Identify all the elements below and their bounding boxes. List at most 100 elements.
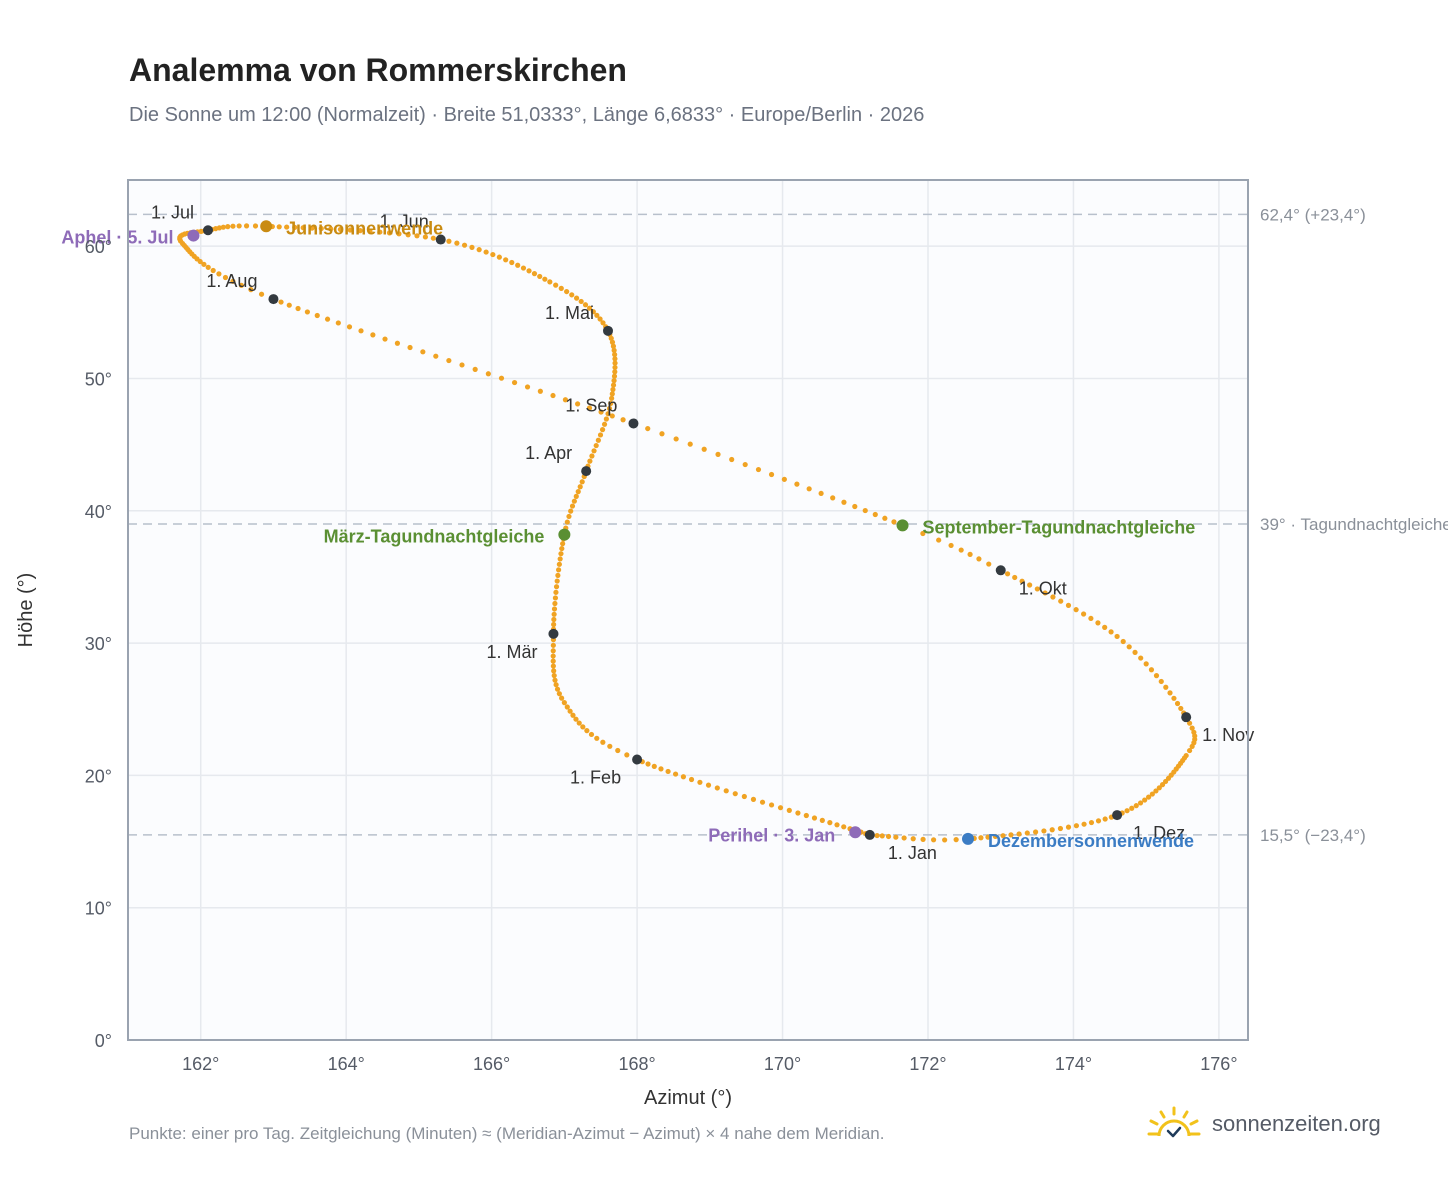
day-dot <box>554 686 561 692</box>
day-dot <box>901 835 907 841</box>
day-dot <box>976 556 982 562</box>
x-axis-label: Azimut (°) <box>644 1087 732 1109</box>
day-dot <box>609 391 615 397</box>
day-dot <box>575 489 581 495</box>
day-dot <box>603 416 609 422</box>
day-dot <box>547 279 553 285</box>
day-dot <box>550 648 556 654</box>
day-dot <box>551 672 557 679</box>
day-dot <box>1095 620 1101 626</box>
y-tick-label: 20° <box>85 766 112 786</box>
day-dot <box>608 400 614 406</box>
day-dot <box>551 616 557 623</box>
day-dot <box>1049 827 1055 833</box>
day-dot <box>768 471 775 478</box>
month-marker <box>268 294 279 305</box>
day-dot <box>714 785 720 791</box>
day-dot <box>742 461 748 468</box>
day-dot <box>1158 678 1164 685</box>
day-dot <box>978 835 984 841</box>
month-markers: 1. Jan 1. Feb 1. Mär 1. Apr 1. Mai 1. Jun 1. J… <box>151 202 1254 863</box>
day-dot <box>1073 607 1079 613</box>
day-dot <box>803 812 809 819</box>
day-dot <box>542 276 548 282</box>
day-dot <box>472 366 478 372</box>
day-dot <box>1012 574 1018 581</box>
day-dot <box>578 298 584 305</box>
day-dot <box>459 362 465 368</box>
day-dot <box>1050 594 1056 600</box>
day-dot <box>595 437 601 443</box>
day-dot <box>597 432 604 438</box>
event-markers: Junisonnenwende März-Tagundnachtgleiche Se… <box>61 218 1195 851</box>
day-dot <box>496 254 502 260</box>
day-dot <box>874 832 880 839</box>
day-dot <box>1189 743 1195 750</box>
day-dot <box>606 405 613 412</box>
day-dot <box>806 486 812 492</box>
day-dot <box>377 229 383 235</box>
day-dot <box>230 278 236 284</box>
y-tick-label: 30° <box>85 634 112 654</box>
day-dot <box>531 271 538 277</box>
day-dot <box>1143 661 1149 667</box>
day-dot <box>910 836 916 842</box>
month-marker <box>628 418 639 429</box>
day-dot <box>550 658 556 664</box>
month-marker-label: 1. Nov <box>1202 725 1254 745</box>
day-dot <box>992 833 998 840</box>
day-dot <box>1102 624 1108 630</box>
day-dot <box>1156 785 1162 791</box>
day-dot <box>1073 823 1080 829</box>
day-dot <box>1008 832 1014 838</box>
day-dot <box>795 810 801 816</box>
day-dot <box>920 836 926 842</box>
day-dot <box>611 373 618 379</box>
day-dot <box>407 344 413 351</box>
footnote: Punkte: einer pro Tag. Zeitgleichung (Mi… <box>129 1124 885 1143</box>
day-dot <box>658 766 664 772</box>
day-dot <box>243 223 250 229</box>
day-dot <box>205 264 211 270</box>
day-dot <box>588 731 595 738</box>
day-dot <box>688 776 695 783</box>
day-dot <box>284 224 290 230</box>
day-dot <box>672 771 679 777</box>
day-dot <box>1081 821 1087 827</box>
day-dot <box>687 441 693 447</box>
day-dot <box>485 371 491 377</box>
day-dot <box>309 225 315 231</box>
day-dot <box>1132 649 1138 655</box>
day-dot <box>562 397 569 403</box>
day-dot <box>550 663 556 669</box>
event-marker <box>558 528 571 541</box>
reference-line-label: 62,4° (+23,4°) <box>1260 205 1366 224</box>
day-dot <box>723 788 729 794</box>
day-dot <box>324 316 331 322</box>
day-dot <box>1163 684 1169 690</box>
month-marker-label: 1. Sep <box>565 395 617 415</box>
day-dot <box>490 251 496 258</box>
x-tick-label: 168° <box>618 1054 655 1074</box>
day-dot <box>1042 590 1048 596</box>
day-dot <box>1146 794 1152 800</box>
day-dot <box>645 425 651 432</box>
day-dot <box>558 285 564 291</box>
event-label: Perihel · 3. Jan <box>708 825 835 845</box>
day-dot <box>1041 828 1047 834</box>
event-marker <box>896 519 909 532</box>
day-dot <box>551 668 557 674</box>
day-dot <box>1019 578 1025 584</box>
day-dot <box>556 691 562 697</box>
day-dot <box>537 273 543 280</box>
event-label: März-Tagundnachtgleiche <box>324 527 545 547</box>
day-dot <box>1114 633 1120 640</box>
day-dot <box>515 262 521 268</box>
brand-logo[interactable]: sonnenzeiten.org <box>1146 1104 1381 1144</box>
day-dot <box>278 299 284 305</box>
day-dot <box>609 339 616 345</box>
day-dot <box>610 343 617 349</box>
day-dot <box>985 834 991 840</box>
day-dot <box>1148 667 1155 673</box>
